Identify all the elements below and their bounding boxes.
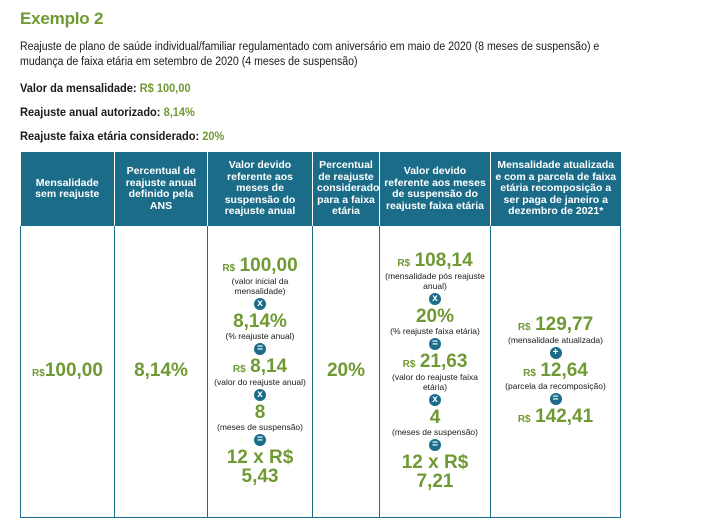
calculation-table: Mensalidade sem reajuste Percentual de r… xyxy=(20,152,621,518)
currency-symbol: R$ xyxy=(397,258,411,270)
currency-symbol: R$ xyxy=(222,263,236,275)
cell-age-percent: 20% xyxy=(312,226,380,518)
fact-value: 20% xyxy=(202,129,225,143)
plus-icon: + xyxy=(549,347,562,360)
multiply-icon: x xyxy=(429,394,441,407)
amount: 142,41 xyxy=(535,406,594,428)
note: (valor do reajuste faixa etária) xyxy=(392,372,478,393)
note: (% reajuste anual) xyxy=(225,331,295,342)
currency-symbol: R$ xyxy=(517,414,531,426)
percent-value: 20% xyxy=(326,360,366,382)
note: (meses de suspensão) xyxy=(217,422,303,433)
fact-label: Reajuste faixa etária considerado: xyxy=(20,129,200,143)
header-cell: Valor devido referente aos meses de susp… xyxy=(379,152,491,226)
multiply-icon: x xyxy=(254,389,266,402)
amount: 100,00 xyxy=(44,360,103,382)
equals-icon: = xyxy=(429,439,441,452)
cell-annual-suspension: R$ 100,00 (valor inicial da mensalidade)… xyxy=(207,226,313,518)
percent-value: 8,14% xyxy=(134,360,188,382)
percent-value: 8,14% xyxy=(233,311,287,333)
fact-monthly-fee: Valor da mensalidade: R$ 100,00 xyxy=(20,81,191,95)
months-value: 8 xyxy=(254,402,266,424)
result-line: 12 x R$ xyxy=(401,452,469,474)
note: (valor inicial da mensalidade) xyxy=(231,276,289,297)
amount: 21,63 xyxy=(419,351,468,373)
currency-symbol: R$ xyxy=(402,359,416,371)
note: (valor do reajuste anual) xyxy=(214,377,306,388)
equals-icon: = xyxy=(549,393,562,406)
note: (mensalidade pós reajuste anual) xyxy=(385,271,485,292)
result-line: 5,43 xyxy=(241,466,279,488)
header-cell: Percentual de reajuste anual definido pe… xyxy=(114,152,208,226)
header-cell: Mensalidade sem reajuste xyxy=(20,152,115,226)
note: (% reajuste faixa etária) xyxy=(390,326,480,337)
header-cell: Percentual de reajuste considerado para … xyxy=(312,152,380,226)
header-cell: Valor devido referente aos meses de susp… xyxy=(207,152,313,226)
amount: 100,00 xyxy=(239,255,298,277)
fact-label: Reajuste anual autorizado: xyxy=(20,105,161,119)
note: (parcela da recomposição) xyxy=(505,381,606,392)
fact-annual-adjustment: Reajuste anual autorizado: 8,14% xyxy=(20,105,195,119)
header-cell: Mensalidade atualizada e com a parcela d… xyxy=(490,152,621,226)
amount: 108,14 xyxy=(414,250,473,272)
result-line: 7,21 xyxy=(416,471,454,493)
cell-ans-percent: 8,14% xyxy=(114,226,208,518)
equals-icon: = xyxy=(429,338,441,351)
currency-symbol: R$ xyxy=(232,364,246,376)
description: Reajuste de plano de saúde individual/fa… xyxy=(20,41,600,68)
fact-value: R$ 100,00 xyxy=(139,81,191,95)
amount: 12,64 xyxy=(540,360,588,382)
percent-value: 20% xyxy=(415,306,455,328)
cell-updated-fee: R$ 129,77 (mensalidade atualizada) + R$ … xyxy=(490,226,621,518)
equals-icon: = xyxy=(254,434,266,447)
page-title: Exemplo 2 xyxy=(20,9,104,28)
fact-value: 8,14% xyxy=(163,105,195,119)
currency-symbol: R$ xyxy=(32,368,45,380)
table-row: R$100,00 8,14% R$ 100,00 (valor inicial … xyxy=(20,226,621,518)
currency-symbol: R$ xyxy=(523,368,536,380)
equals-icon: = xyxy=(254,343,266,356)
months-value: 4 xyxy=(429,407,441,429)
table-header-row: Mensalidade sem reajuste Percentual de r… xyxy=(20,152,621,226)
fact-label: Valor da mensalidade: xyxy=(20,81,137,95)
currency-symbol: R$ xyxy=(517,322,531,334)
result-line: 12 x R$ xyxy=(226,447,294,469)
amount: 8,14 xyxy=(250,356,288,378)
multiply-icon: x xyxy=(254,298,266,311)
note: (mensalidade atualizada) xyxy=(508,335,603,346)
multiply-icon: x xyxy=(429,293,441,306)
cell-base-fee: R$100,00 xyxy=(20,226,115,518)
fact-age-adjustment: Reajuste faixa etária considerado: 20% xyxy=(20,129,224,143)
note: (meses de suspensão) xyxy=(392,427,478,438)
cell-age-suspension: R$ 108,14 (mensalidade pós reajuste anua… xyxy=(379,226,491,518)
amount: 129,77 xyxy=(535,314,594,336)
